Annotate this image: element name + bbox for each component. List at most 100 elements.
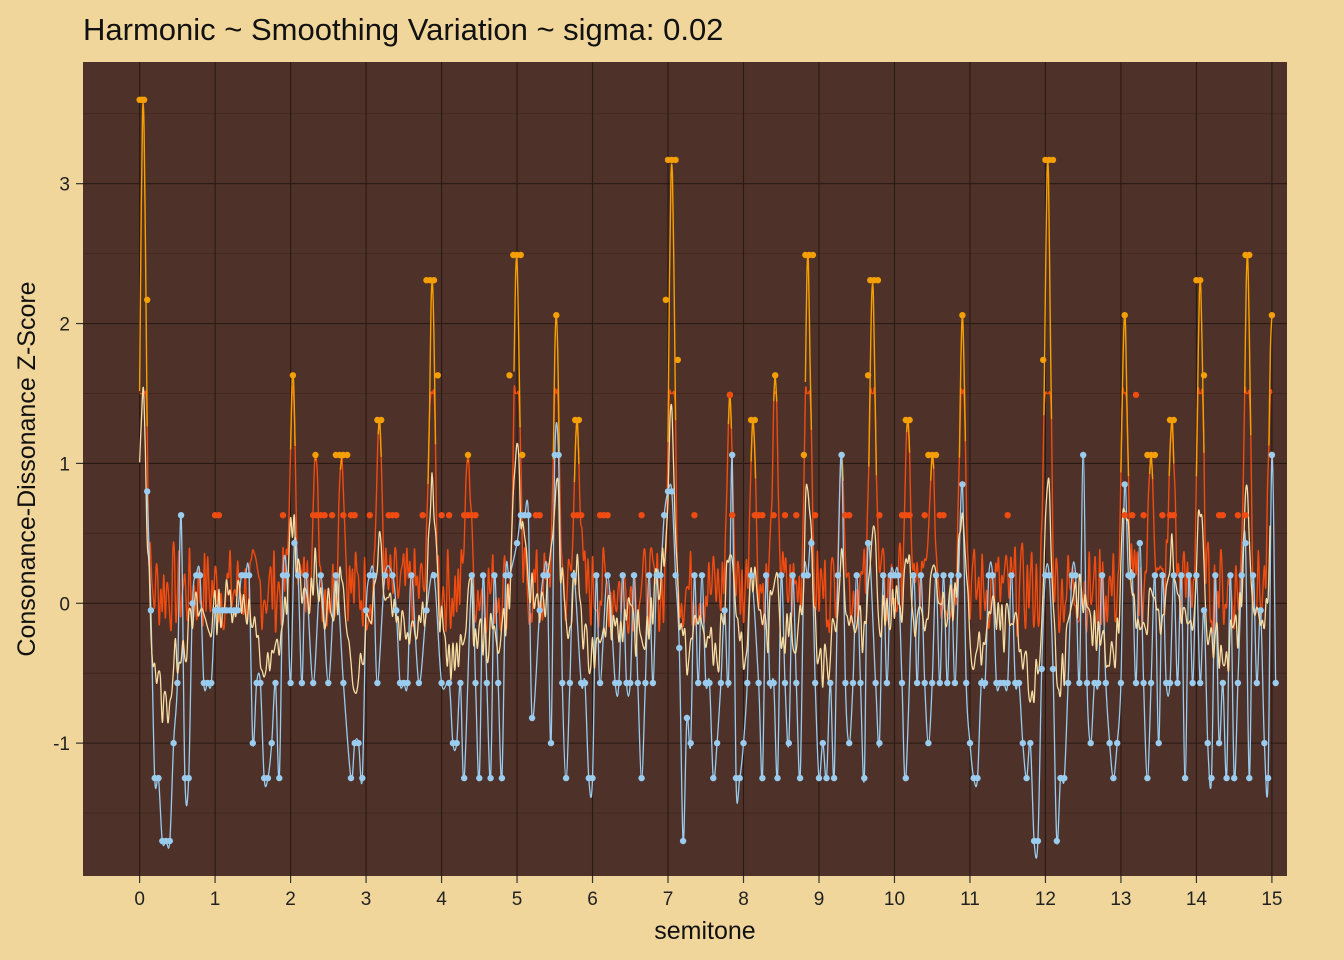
data-point <box>772 372 779 379</box>
data-point <box>1034 837 1042 845</box>
data-point <box>483 679 490 687</box>
data-point <box>276 774 283 782</box>
data-point <box>662 296 669 303</box>
data-point <box>687 739 694 747</box>
y-tick-label: 3 <box>59 175 70 196</box>
data-point <box>657 572 664 579</box>
data-point <box>1272 679 1279 687</box>
data-point <box>751 416 758 424</box>
data-point <box>959 312 966 319</box>
data-point <box>729 512 736 519</box>
data-point <box>1204 739 1211 747</box>
data-point <box>955 572 962 579</box>
data-point <box>951 679 959 687</box>
data-point <box>1098 572 1106 579</box>
data-point <box>808 539 815 547</box>
series-orange-line <box>466 460 470 462</box>
data-point <box>415 679 423 687</box>
data-point <box>140 96 148 104</box>
data-point <box>627 679 634 687</box>
data-point <box>423 607 430 614</box>
data-point <box>906 512 913 519</box>
series-orange-line <box>750 420 757 479</box>
x-tick-label: 2 <box>285 889 296 910</box>
data-point <box>351 512 358 519</box>
data-point <box>370 572 377 579</box>
data-point <box>461 774 468 782</box>
data-point <box>430 277 438 284</box>
data-point <box>638 774 645 782</box>
series-orange-line <box>667 163 677 443</box>
data-point <box>1076 679 1083 687</box>
data-point <box>506 572 513 579</box>
data-point <box>317 572 324 579</box>
data-point <box>287 679 294 687</box>
x-tick-label: 14 <box>1186 889 1208 910</box>
data-point <box>1268 451 1276 459</box>
data-point <box>234 607 241 614</box>
data-point <box>381 572 389 579</box>
data-point <box>1129 572 1136 579</box>
data-point <box>1121 481 1128 488</box>
data-point <box>389 572 396 579</box>
data-point <box>661 512 668 519</box>
data-point <box>438 512 445 519</box>
data-point <box>940 512 947 519</box>
data-point <box>1170 416 1178 424</box>
series-orange-line <box>573 420 580 483</box>
data-point <box>1140 679 1147 687</box>
series-orange-line <box>804 255 813 430</box>
data-point <box>1132 391 1140 399</box>
data-point <box>536 512 543 519</box>
series-orange-line <box>513 256 521 428</box>
data-point <box>1253 679 1261 687</box>
data-point <box>1170 512 1178 519</box>
data-point <box>676 644 683 652</box>
data-point <box>1132 679 1140 687</box>
data-point <box>506 372 513 379</box>
data-point <box>604 572 611 579</box>
data-point <box>464 451 472 459</box>
data-point <box>668 488 675 495</box>
data-point <box>1053 837 1061 845</box>
data-point <box>347 774 355 782</box>
data-point <box>1023 774 1030 782</box>
data-point <box>857 679 864 687</box>
data-point <box>674 356 681 364</box>
data-point <box>344 451 351 459</box>
data-point <box>823 774 830 782</box>
data-point <box>1087 739 1094 747</box>
data-point <box>519 451 526 459</box>
data-point <box>834 572 842 579</box>
data-point <box>1227 572 1234 579</box>
series-orange-line <box>138 102 148 427</box>
data-point <box>566 679 574 687</box>
y-axis-title: Consonance-Dissonance Z-Score <box>13 281 41 656</box>
data-point <box>721 607 728 614</box>
data-point <box>876 512 883 519</box>
data-point <box>726 391 734 399</box>
plot-panel <box>83 62 1287 876</box>
data-point <box>770 679 777 687</box>
data-point <box>513 539 521 547</box>
data-point <box>1110 774 1117 782</box>
data-point <box>268 739 275 747</box>
data-point <box>1261 739 1268 747</box>
series-points <box>136 96 1279 845</box>
data-point <box>925 739 932 747</box>
data-point <box>846 512 853 519</box>
data-point <box>604 512 611 519</box>
data-point <box>147 607 155 614</box>
data-point <box>374 679 381 687</box>
data-point <box>393 512 400 519</box>
data-point <box>1159 512 1166 519</box>
data-point <box>166 837 173 845</box>
data-point <box>553 312 560 319</box>
data-point <box>340 679 347 687</box>
x-tick-label: 13 <box>1110 889 1131 910</box>
data-point <box>1234 679 1242 687</box>
data-point <box>800 451 808 459</box>
data-point <box>1242 512 1249 519</box>
data-point <box>740 739 747 747</box>
